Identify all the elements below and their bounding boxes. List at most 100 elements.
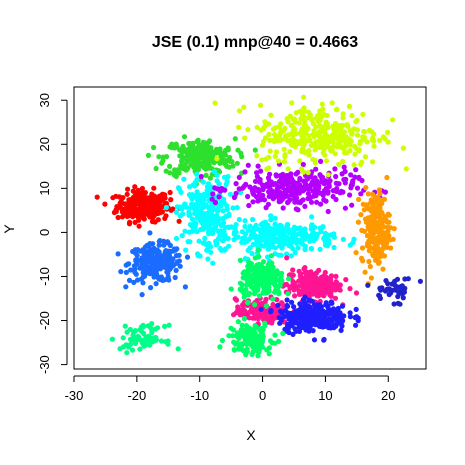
data-point (235, 319, 241, 325)
data-point (369, 217, 375, 223)
data-point (340, 158, 346, 165)
data-point (272, 215, 278, 221)
data-point (339, 303, 346, 309)
data-point (356, 196, 362, 202)
data-point (294, 240, 300, 246)
data-point (321, 337, 327, 343)
data-point (135, 277, 141, 283)
data-point (287, 285, 293, 291)
data-point (148, 253, 154, 259)
data-point (278, 175, 284, 181)
data-point (318, 291, 324, 297)
data-point (297, 175, 303, 182)
data-point (395, 300, 401, 306)
data-point (297, 158, 303, 164)
data-point (266, 189, 272, 195)
data-point (118, 269, 124, 275)
data-point (202, 235, 208, 241)
data-point (171, 172, 177, 178)
data-point (277, 308, 284, 314)
data-point (195, 251, 201, 257)
data-point (141, 216, 147, 222)
data-point (365, 282, 371, 288)
data-point (184, 204, 190, 210)
data-point (272, 332, 278, 338)
data-point (300, 281, 306, 288)
data-point (236, 124, 242, 130)
data-point (331, 322, 337, 328)
data-point (306, 297, 312, 303)
data-point (295, 169, 301, 175)
data-point (207, 175, 213, 181)
data-point (142, 342, 148, 348)
data-point (125, 186, 131, 192)
data-point (292, 249, 298, 256)
data-point (312, 175, 318, 181)
data-point (242, 337, 249, 343)
data-point (200, 179, 206, 185)
data-point (300, 169, 306, 175)
data-point (158, 276, 164, 282)
data-point (400, 145, 406, 151)
data-point (162, 201, 168, 207)
data-point (256, 293, 263, 299)
data-point (352, 174, 358, 180)
data-point (242, 135, 248, 141)
data-point (181, 134, 188, 140)
data-point (301, 94, 307, 100)
data-point (229, 159, 235, 165)
data-point (269, 242, 275, 248)
data-point (201, 146, 207, 152)
data-point (169, 263, 176, 269)
x-tick-label: -10 (190, 388, 209, 403)
data-point (254, 170, 260, 176)
data-point (250, 199, 256, 205)
data-point (219, 156, 225, 162)
data-point (254, 124, 260, 130)
data-point (217, 344, 223, 350)
data-point (168, 197, 174, 203)
data-point (193, 157, 199, 163)
data-point (236, 216, 242, 223)
data-point (353, 250, 359, 256)
data-point (313, 166, 319, 172)
data-point (217, 188, 223, 194)
data-point (262, 123, 268, 129)
data-point (243, 323, 249, 329)
data-point (162, 260, 169, 266)
data-point (378, 235, 384, 241)
data-point (305, 109, 312, 115)
data-point (271, 232, 277, 239)
data-point (285, 326, 291, 332)
data-point (301, 266, 307, 272)
data-point (402, 276, 408, 282)
data-point (403, 166, 409, 172)
data-point (163, 154, 170, 160)
data-point (327, 292, 333, 298)
data-point (135, 257, 141, 263)
data-point (268, 213, 274, 219)
data-point (380, 246, 386, 252)
data-point (260, 184, 266, 191)
data-point (276, 338, 282, 344)
data-point (379, 200, 385, 207)
data-point (332, 166, 338, 172)
data-point (176, 258, 182, 264)
data-point (314, 199, 320, 205)
data-point (236, 174, 242, 180)
data-point (302, 294, 308, 300)
data-point (178, 163, 184, 169)
data-point (166, 322, 172, 328)
data-point (252, 178, 259, 184)
data-point (219, 337, 225, 344)
data-point (362, 269, 368, 275)
data-point (259, 325, 265, 331)
data-point (258, 102, 264, 108)
data-point (94, 194, 100, 200)
data-point (181, 176, 187, 182)
data-point (268, 112, 274, 118)
data-point (310, 120, 316, 127)
data-point (175, 346, 181, 352)
data-point (344, 136, 350, 142)
data-point (138, 191, 144, 197)
